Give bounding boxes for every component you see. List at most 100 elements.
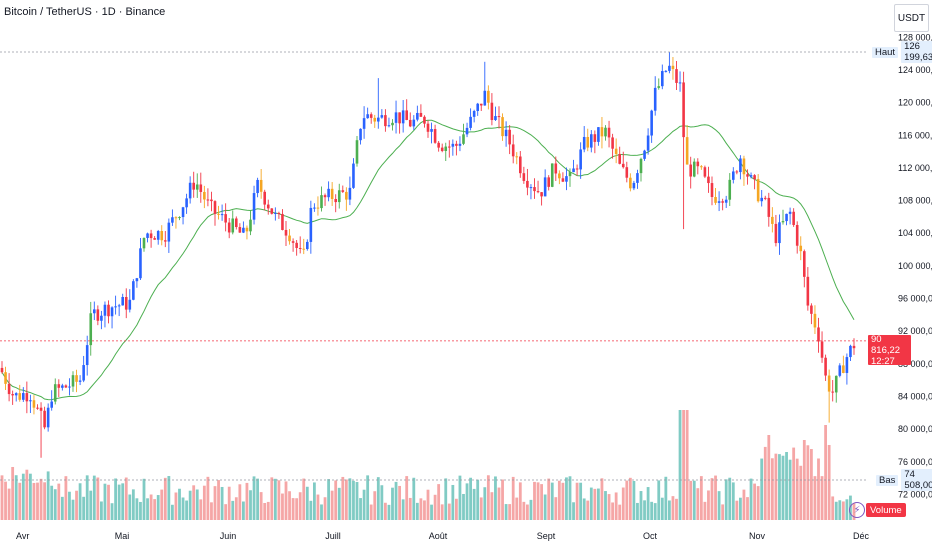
candle-body — [235, 218, 238, 228]
candle-body — [249, 219, 252, 232]
candle-body — [288, 235, 291, 242]
volume-bar — [217, 480, 220, 520]
candle-body — [195, 184, 199, 190]
candle-body — [416, 112, 419, 120]
candle-body — [522, 173, 526, 181]
candle-body — [53, 384, 57, 402]
lightning-icon[interactable]: ⚡ — [849, 502, 865, 518]
volume-bar — [692, 480, 696, 520]
candle-body — [689, 164, 692, 177]
candle-body — [412, 119, 416, 127]
volume-bar — [788, 459, 792, 520]
volume-bar — [178, 488, 181, 520]
candle-body — [14, 393, 18, 396]
volume-bar — [210, 502, 213, 520]
candle-body — [565, 176, 568, 182]
volume-bar — [618, 504, 622, 520]
candle-body — [408, 119, 412, 127]
volume-bar — [4, 481, 7, 520]
candle-body — [795, 224, 799, 246]
low-label: Bas — [876, 474, 899, 486]
candle-body — [781, 221, 785, 223]
volume-bar — [110, 503, 114, 520]
volume-bar — [185, 500, 188, 520]
volume-bar — [845, 499, 849, 520]
candle-body — [547, 177, 550, 187]
candle-body — [18, 393, 22, 400]
candle-body — [68, 386, 71, 388]
volume-bar — [628, 477, 632, 520]
volume-bar — [89, 490, 93, 520]
volume-bar — [284, 481, 288, 520]
candle-body — [692, 161, 696, 177]
volume-bar — [451, 484, 455, 520]
candle-body — [710, 183, 714, 198]
volume-bar — [799, 465, 803, 520]
volume-bar — [572, 502, 575, 520]
candle-body — [270, 208, 274, 214]
volume-bar — [664, 476, 668, 520]
candle-body — [394, 112, 398, 123]
candles — [0, 52, 856, 458]
currency-selector[interactable]: USDT — [894, 4, 929, 32]
candle-body — [813, 313, 817, 328]
candle-body — [281, 213, 284, 230]
candle-body — [611, 137, 614, 149]
volume-bar — [841, 501, 845, 520]
volume-bar — [107, 484, 110, 520]
time-label: Juin — [220, 531, 237, 541]
volume-bar — [621, 487, 625, 520]
volume-bar — [359, 498, 362, 520]
candle-body — [618, 153, 621, 164]
candle-body — [469, 116, 472, 128]
volume-bar — [721, 504, 725, 520]
volume-bar — [526, 504, 529, 520]
volume-badge[interactable]: Volume — [866, 503, 906, 517]
candle-body — [515, 156, 519, 158]
candle-body — [341, 190, 345, 192]
candle-body — [735, 171, 739, 173]
candle-body — [849, 345, 852, 358]
volume-bar — [565, 477, 568, 520]
candle-body — [753, 175, 756, 180]
volume-bar — [78, 483, 82, 520]
price-tick-label: 80 000,00 — [898, 424, 932, 434]
candle-body — [511, 144, 515, 157]
volume-bar — [60, 496, 64, 520]
volume-bar — [742, 489, 746, 520]
candle-body — [43, 410, 46, 428]
volume-bar — [206, 476, 210, 520]
volume-bar — [213, 486, 217, 520]
candle-body — [0, 367, 4, 373]
volume-bar — [266, 501, 270, 520]
volume-bar — [604, 491, 607, 520]
candle-body — [313, 207, 316, 209]
candle-body — [146, 233, 149, 238]
candle-body — [664, 70, 668, 72]
candle-body — [842, 365, 845, 373]
candle-body — [621, 163, 625, 168]
candle-body — [458, 143, 462, 146]
candle-body — [508, 129, 511, 145]
candle-body — [171, 217, 174, 223]
candle-body — [266, 204, 270, 209]
candle-body — [700, 166, 703, 168]
candle-body — [252, 193, 256, 220]
candle-body — [810, 305, 813, 314]
candle-body — [763, 197, 767, 199]
volume-bar — [366, 475, 370, 520]
candle-body — [504, 129, 508, 137]
volume-bar — [295, 498, 299, 520]
volume-bar — [593, 488, 597, 520]
volume-bar — [195, 489, 199, 520]
volume-bar — [259, 492, 263, 520]
price-axis: 128 000,00 124 000,00 120 000,00 116 000,00… — [898, 32, 932, 499]
volume-bar — [813, 476, 817, 520]
candle-body — [188, 182, 192, 199]
volume-bar — [696, 488, 700, 520]
volume-bar — [376, 477, 380, 520]
volume-bar — [838, 500, 842, 520]
candle-body — [309, 207, 313, 242]
candle-body — [519, 156, 522, 174]
